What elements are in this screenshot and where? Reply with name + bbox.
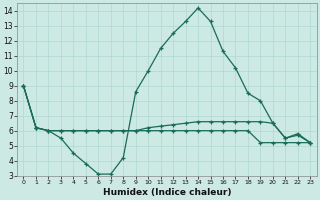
X-axis label: Humidex (Indice chaleur): Humidex (Indice chaleur) [103,188,231,197]
